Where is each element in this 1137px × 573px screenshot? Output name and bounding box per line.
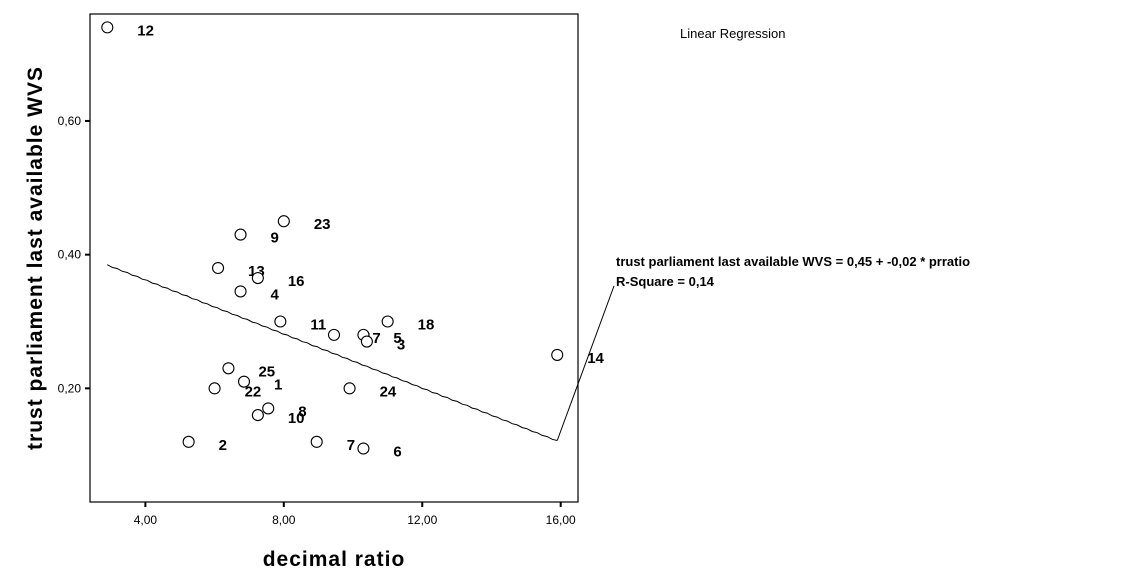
data-point bbox=[102, 22, 113, 33]
point-label: 9 bbox=[271, 230, 279, 247]
x-tick-label: 12,00 bbox=[407, 513, 437, 527]
point-label: 23 bbox=[314, 216, 331, 233]
point-label: 24 bbox=[380, 383, 397, 400]
regression-equation: trust parliament last available WVS = 0,… bbox=[616, 254, 970, 269]
x-tick-label: 8,00 bbox=[272, 513, 296, 527]
point-label: 8 bbox=[298, 403, 306, 420]
point-label: 12 bbox=[137, 22, 154, 39]
data-point bbox=[263, 403, 274, 414]
point-label: 16 bbox=[288, 273, 305, 290]
data-point bbox=[361, 336, 372, 347]
point-label: 6 bbox=[393, 444, 401, 461]
data-point bbox=[223, 363, 234, 374]
y-axis-title: trust parliament last available WVS bbox=[24, 66, 47, 450]
data-point bbox=[213, 263, 224, 274]
data-point bbox=[275, 316, 286, 327]
point-label: 1 bbox=[274, 377, 282, 394]
data-point bbox=[329, 329, 340, 340]
data-point bbox=[235, 229, 246, 240]
data-point bbox=[358, 443, 369, 454]
data-point bbox=[344, 383, 355, 394]
data-point bbox=[183, 436, 194, 447]
x-tick-label: 16,00 bbox=[546, 513, 576, 527]
y-axis-ticks: 0,20 0,40 0,60 bbox=[58, 114, 90, 395]
point-label: 18 bbox=[418, 317, 435, 334]
regression-line bbox=[107, 265, 557, 441]
data-point bbox=[252, 273, 263, 284]
data-point bbox=[235, 286, 246, 297]
plot-frame bbox=[90, 14, 578, 502]
y-tick-label: 0,40 bbox=[58, 248, 82, 262]
data-point bbox=[278, 216, 289, 227]
x-axis-ticks: 4,00 8,00 12,00 16,00 bbox=[134, 502, 576, 527]
data-point bbox=[552, 349, 563, 360]
data-point bbox=[252, 410, 263, 421]
data-point bbox=[311, 436, 322, 447]
point-label: 4 bbox=[271, 286, 280, 303]
data-point bbox=[239, 376, 250, 387]
y-tick-label: 0,20 bbox=[58, 381, 82, 395]
point-label: 3 bbox=[397, 337, 405, 354]
point-label: 2 bbox=[219, 437, 227, 454]
point-label: 7 bbox=[347, 437, 355, 454]
legend-title: Linear Regression bbox=[680, 26, 786, 41]
data-point bbox=[209, 383, 220, 394]
point-label: 25 bbox=[258, 363, 275, 380]
y-tick-label: 0,60 bbox=[58, 114, 82, 128]
point-label: 11 bbox=[310, 317, 326, 334]
x-tick-label: 4,00 bbox=[134, 513, 158, 527]
r-square-label: R-Square = 0,14 bbox=[616, 274, 715, 289]
data-point bbox=[382, 316, 393, 327]
x-axis-title: decimal ratio bbox=[263, 548, 406, 571]
point-label: 14 bbox=[587, 350, 604, 367]
equation-callout-line bbox=[557, 286, 614, 440]
